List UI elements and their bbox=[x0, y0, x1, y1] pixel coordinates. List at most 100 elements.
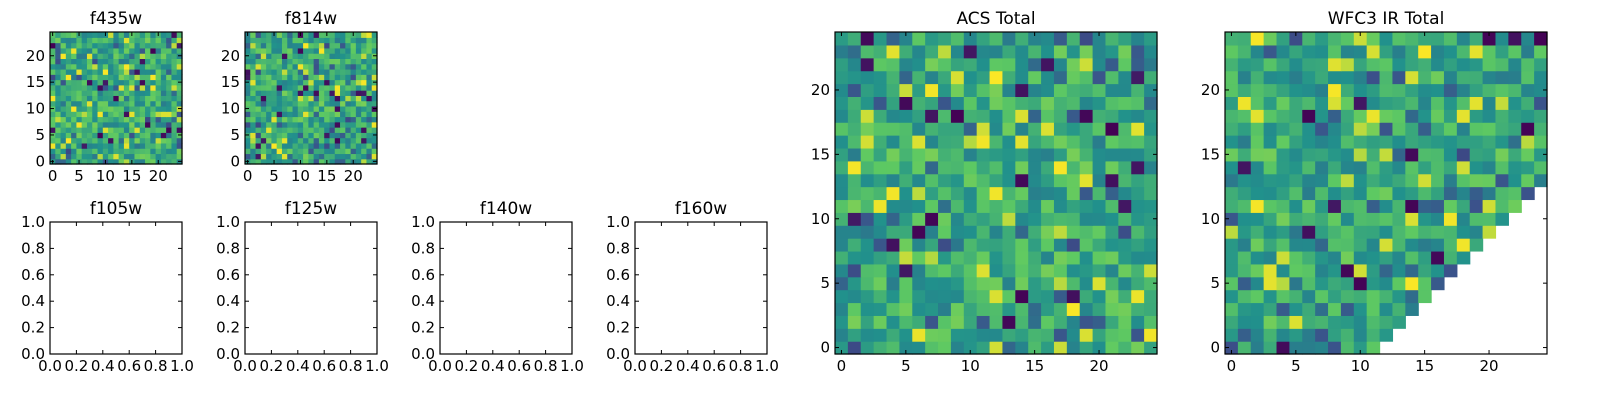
heatmap-cell bbox=[1508, 96, 1522, 110]
heatmap-cell bbox=[65, 42, 72, 49]
heatmap-cell bbox=[989, 199, 1004, 213]
heatmap-cell bbox=[166, 142, 173, 149]
heatmap-cell bbox=[1482, 32, 1497, 46]
heatmap-cell bbox=[324, 95, 331, 102]
heatmap-cell bbox=[71, 121, 77, 128]
heatmap-cell bbox=[976, 83, 991, 97]
heatmap-cell bbox=[334, 63, 341, 70]
heatmap-cell bbox=[81, 79, 88, 86]
heatmap-cell bbox=[266, 158, 272, 165]
heatmap-cell bbox=[350, 68, 357, 75]
heatmap-cell bbox=[292, 153, 299, 160]
heatmap-cell bbox=[860, 289, 875, 304]
heatmap-cell bbox=[345, 84, 352, 91]
heatmap-cell bbox=[963, 315, 978, 329]
x-tick-label: 15 bbox=[1025, 357, 1044, 375]
heatmap-cell bbox=[160, 142, 167, 149]
heatmap-cell bbox=[260, 142, 267, 149]
heatmap-cell bbox=[134, 79, 141, 86]
heatmap-cell bbox=[366, 74, 373, 81]
heatmap-cell bbox=[1263, 238, 1278, 252]
heatmap-cell bbox=[1066, 199, 1081, 213]
heatmap-cell bbox=[155, 116, 162, 123]
heatmap-cell bbox=[276, 111, 283, 118]
heatmap-cell bbox=[371, 84, 378, 91]
heatmap-cell bbox=[1002, 289, 1016, 304]
heatmap-cell bbox=[334, 79, 341, 86]
heatmap-cell bbox=[1237, 160, 1252, 175]
heatmap-cell bbox=[139, 74, 146, 81]
heatmap-cell bbox=[266, 127, 272, 133]
heatmap-cell bbox=[1002, 328, 1016, 342]
heatmap-cell bbox=[886, 289, 900, 304]
heatmap-cell bbox=[1353, 328, 1368, 342]
heatmap-cell bbox=[297, 127, 304, 133]
heatmap-cell bbox=[1079, 212, 1094, 226]
heatmap-cell bbox=[102, 90, 109, 96]
heatmap-cell bbox=[1066, 263, 1081, 278]
heatmap-cell bbox=[1118, 173, 1132, 188]
heatmap-cell bbox=[1366, 173, 1381, 188]
heatmap-cell bbox=[276, 68, 283, 75]
heatmap-cell bbox=[1315, 250, 1329, 265]
heatmap-cell bbox=[1131, 186, 1145, 201]
heatmap-cell bbox=[366, 42, 373, 49]
heatmap-cell bbox=[1469, 212, 1484, 226]
heatmap-cell bbox=[1053, 263, 1068, 278]
heatmap-cell bbox=[1041, 44, 1055, 59]
heatmap-cell bbox=[1225, 57, 1239, 72]
heatmap-cell bbox=[361, 32, 368, 38]
heatmap-cell bbox=[1340, 122, 1355, 136]
heatmap-cell bbox=[102, 84, 109, 91]
heatmap-cell bbox=[1379, 212, 1394, 226]
heatmap-cell bbox=[1302, 289, 1316, 304]
heatmap-cell bbox=[950, 263, 965, 278]
heatmap-cell bbox=[65, 121, 72, 128]
heatmap-cell bbox=[899, 186, 913, 201]
heatmap-cell bbox=[287, 105, 294, 112]
heatmap-cell bbox=[366, 142, 373, 149]
heatmap-cell bbox=[963, 212, 978, 226]
heatmap-cell bbox=[860, 160, 875, 175]
heatmap-cell bbox=[176, 74, 183, 81]
y-tick-label: 10 bbox=[221, 100, 240, 118]
heatmap-cell bbox=[129, 90, 136, 96]
heatmap-cell bbox=[1482, 122, 1497, 136]
heatmap-cell bbox=[925, 57, 939, 72]
heatmap-cell bbox=[1105, 302, 1119, 316]
heatmap-cell bbox=[912, 302, 926, 316]
heatmap-cell bbox=[366, 90, 373, 96]
heatmap-cell bbox=[886, 199, 900, 213]
heatmap-cell bbox=[55, 116, 62, 123]
heatmap-cell bbox=[925, 199, 939, 213]
heatmap-cell bbox=[847, 96, 862, 110]
heatmap-cell bbox=[313, 132, 320, 139]
heatmap-cell bbox=[271, 132, 278, 139]
heatmap-cell bbox=[297, 79, 304, 86]
heatmap-cell bbox=[160, 137, 167, 144]
heatmap-cell bbox=[1366, 160, 1381, 175]
heatmap-cell bbox=[361, 74, 368, 81]
heatmap-cell bbox=[297, 90, 304, 96]
heatmap-cell bbox=[1066, 122, 1081, 136]
heatmap-cell bbox=[324, 100, 331, 107]
heatmap-cell bbox=[113, 148, 120, 155]
heatmap-cell bbox=[65, 105, 72, 112]
heatmap-cell bbox=[123, 95, 130, 102]
heatmap-cell bbox=[1092, 173, 1107, 188]
heatmap-cell bbox=[287, 148, 294, 155]
heatmap-cell bbox=[1456, 173, 1471, 188]
heatmap-cell bbox=[260, 158, 267, 165]
heatmap-cell bbox=[1289, 341, 1303, 355]
heatmap-cell bbox=[92, 79, 99, 86]
heatmap-cell bbox=[134, 153, 141, 160]
heatmap-cell bbox=[139, 58, 146, 65]
heatmap-cell bbox=[150, 47, 157, 54]
heatmap-cell bbox=[835, 302, 849, 316]
heatmap-cell bbox=[55, 100, 62, 107]
heatmap-cell bbox=[989, 135, 1004, 149]
y-tick-label: 0.2 bbox=[411, 319, 435, 337]
heatmap-cell bbox=[334, 58, 341, 65]
heatmap-cell bbox=[308, 127, 315, 133]
